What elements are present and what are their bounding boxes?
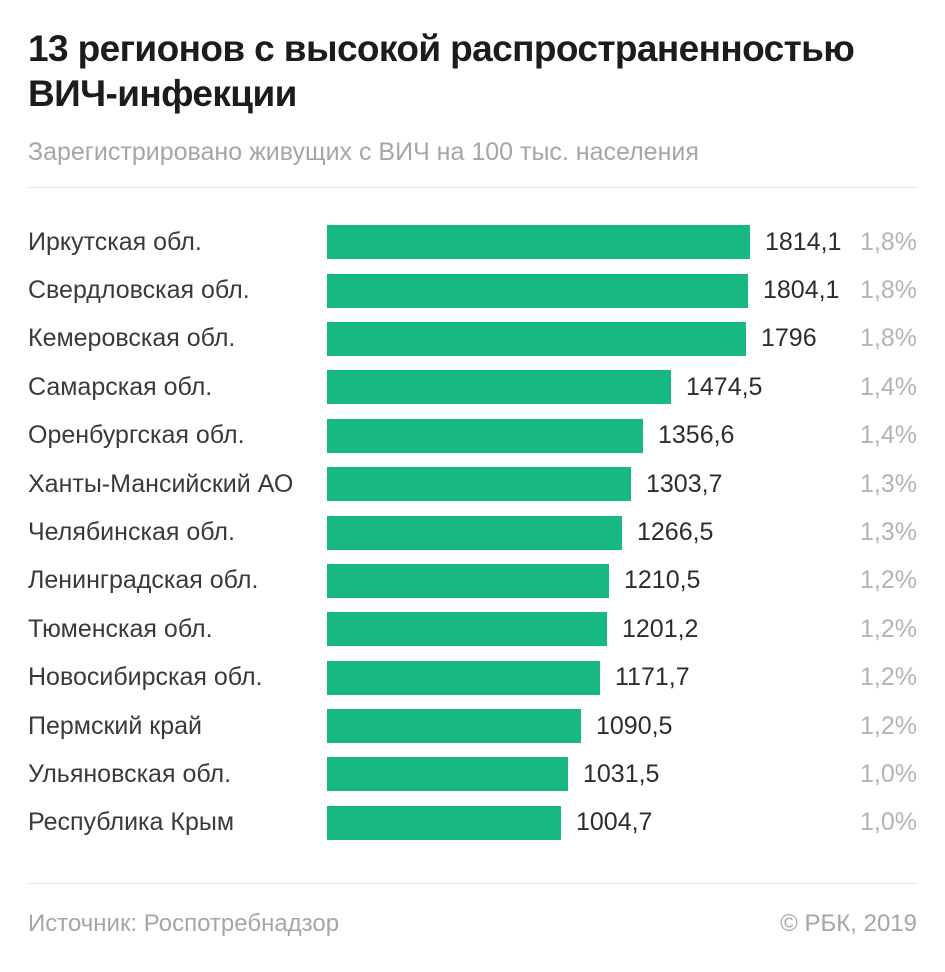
bar-track: 1031,5: [327, 757, 853, 792]
bar-track: 1814,1: [327, 225, 853, 260]
region-label: Новосибирская обл.: [28, 663, 263, 692]
value-label: 1474,5: [686, 372, 763, 401]
chart-row: Ханты-Мансийский АО 1303,7 1,3%: [28, 460, 917, 508]
source-credit: Источник: Роспотребнадзор: [28, 910, 340, 938]
bar-track: 1303,7: [327, 467, 853, 502]
percent-label: 1,8%: [860, 227, 917, 256]
bar-track: 1171,7: [327, 660, 853, 695]
percent-label: 1,8%: [860, 276, 917, 305]
chart-row: Ульяновская обл. 1031,5 1,0%: [28, 750, 917, 798]
bar-track: 1796: [327, 321, 853, 356]
value-label: 1356,6: [658, 421, 735, 450]
percent-label: 1,2%: [860, 711, 917, 740]
value-label: 1090,5: [596, 711, 673, 740]
value-bar: [327, 757, 568, 792]
value-label: 1004,7: [576, 808, 653, 837]
bar-track: 1004,7: [327, 805, 853, 840]
percent-label: 1,0%: [860, 759, 917, 788]
chart-row: Ленинградская обл. 1210,5 1,2%: [28, 557, 917, 605]
bar-track: 1356,6: [327, 418, 853, 453]
region-label: Пермский край: [28, 711, 202, 740]
percent-label: 1,3%: [860, 518, 917, 547]
region-label: Оренбургская обл.: [28, 421, 245, 450]
percent-label: 1,4%: [860, 372, 917, 401]
percent-label: 1,8%: [860, 324, 917, 353]
value-label: 1171,7: [615, 663, 690, 692]
chart-row: Республика Крым 1004,7 1,0%: [28, 799, 917, 847]
region-label: Республика Крым: [28, 808, 235, 837]
chart-row: Иркутская обл. 1814,1 1,8%: [28, 218, 917, 266]
chart-row: Кемеровская обл. 1796 1,8%: [28, 315, 917, 363]
bar-track: 1210,5: [327, 563, 853, 598]
value-bar: [327, 612, 607, 647]
page-title: 13 регионов с высокой распространенность…: [28, 28, 855, 114]
value-bar: [327, 709, 581, 744]
region-label: Ульяновская обл.: [28, 759, 232, 788]
region-label: Ханты-Мансийский АО: [28, 469, 294, 498]
chart-row: Оренбургская обл. 1356,6 1,4%: [28, 412, 917, 460]
chart-row: Самарская обл. 1474,5 1,4%: [28, 363, 917, 411]
region-label: Иркутская обл.: [28, 227, 202, 256]
bar-track: 1804,1: [327, 273, 853, 308]
value-bar: [327, 805, 561, 840]
percent-label: 1,3%: [860, 469, 917, 498]
value-bar: [327, 418, 643, 453]
value-bar: [327, 225, 750, 260]
value-label: 1303,7: [646, 469, 723, 498]
chart-row: Пермский край 1090,5 1,2%: [28, 702, 917, 750]
value-bar: [327, 660, 600, 695]
bar-track: 1090,5: [327, 709, 853, 744]
value-bar: [327, 321, 746, 356]
percent-label: 1,2%: [860, 566, 917, 595]
chart-row: Челябинская обл. 1266,5 1,3%: [28, 508, 917, 556]
value-label: 1031,5: [583, 759, 660, 788]
percent-label: 1,2%: [860, 614, 917, 643]
value-bar: [327, 370, 671, 405]
divider-top: [28, 187, 917, 188]
value-label: 1201,2: [622, 614, 699, 643]
bar-track: 1474,5: [327, 370, 853, 405]
value-bar: [327, 563, 609, 598]
divider-bottom: [28, 883, 917, 885]
bar-chart: Иркутская обл. 1814,1 1,8% Свердловская …: [28, 218, 917, 847]
value-label: 1796: [761, 324, 817, 353]
value-label: 1266,5: [637, 518, 714, 547]
value-bar: [327, 515, 622, 550]
region-label: Свердловская обл.: [28, 276, 250, 305]
region-label: Кемеровская обл.: [28, 324, 236, 353]
percent-label: 1,4%: [860, 421, 917, 450]
chart-subtitle: Зарегистрировано живущих с ВИЧ на 100 ты…: [28, 138, 699, 166]
value-label: 1814,1: [765, 227, 842, 256]
percent-label: 1,2%: [860, 663, 917, 692]
chart-row: Свердловская обл. 1804,1 1,8%: [28, 266, 917, 314]
region-label: Самарская обл.: [28, 372, 213, 401]
region-label: Челябинская обл.: [28, 518, 235, 547]
region-label: Ленинградская обл.: [28, 566, 259, 595]
value-bar: [327, 273, 748, 308]
copyright: © РБК, 2019: [780, 910, 917, 938]
value-label: 1210,5: [624, 566, 701, 595]
percent-label: 1,0%: [860, 808, 917, 837]
region-label: Тюменская обл.: [28, 614, 213, 643]
footer: Источник: Роспотребнадзор © РБК, 2019: [28, 910, 917, 938]
chart-row: Новосибирская обл. 1171,7 1,2%: [28, 654, 917, 702]
value-bar: [327, 467, 631, 502]
value-label: 1804,1: [763, 276, 840, 305]
bar-track: 1201,2: [327, 612, 853, 647]
chart-row: Тюменская обл. 1201,2 1,2%: [28, 605, 917, 653]
bar-track: 1266,5: [327, 515, 853, 550]
